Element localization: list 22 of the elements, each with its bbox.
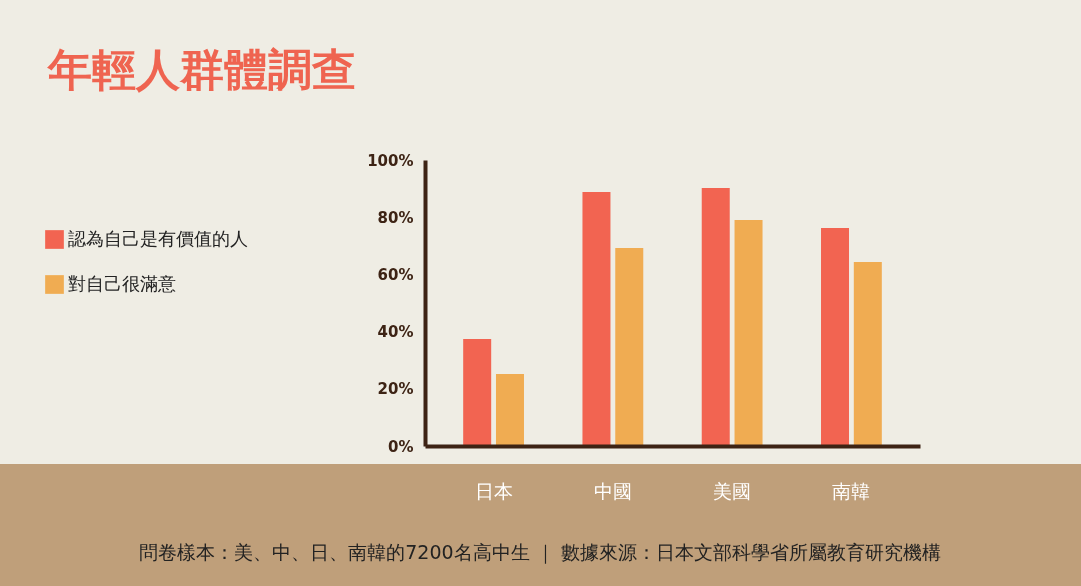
bar <box>701 188 730 446</box>
bar <box>821 228 850 446</box>
y-tick-label: 0% <box>388 437 414 456</box>
bar <box>463 339 492 446</box>
x-tick-label: 美國 <box>713 479 752 502</box>
legend-label: 認為自己是有價值的人 <box>68 227 248 249</box>
x-tick-label: 日本 <box>474 479 513 502</box>
bar <box>582 192 611 446</box>
bar <box>734 220 763 446</box>
bar <box>853 262 882 446</box>
legend-label: 對自己很滿意 <box>68 272 176 294</box>
y-tick-label: 100% <box>367 151 414 170</box>
bar <box>615 248 644 446</box>
y-tick-label: 60% <box>377 265 414 284</box>
y-tick-label: 20% <box>377 380 414 399</box>
x-tick-label: 中國 <box>593 479 632 502</box>
bar <box>495 373 524 446</box>
chart-title: 年輕人群體調查 <box>47 44 356 95</box>
x-tick-label: 南韓 <box>832 479 871 502</box>
y-tick-label: 80% <box>377 208 414 227</box>
text: 問卷樣本：美、中、日、南韓的7200名高中生 ｜ 數據來源：日本文部科學省所屬教育研究機構 <box>139 541 941 564</box>
y-tick-label: 40% <box>377 323 414 342</box>
